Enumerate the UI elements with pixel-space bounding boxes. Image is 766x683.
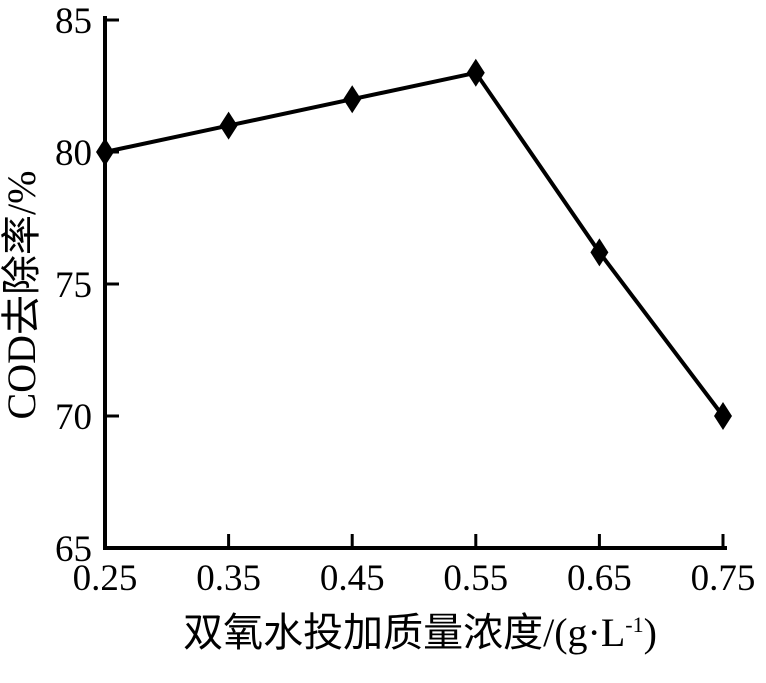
x-tick-label: 0.65	[567, 558, 632, 599]
x-tick-label: 0.55	[443, 558, 508, 599]
x-axis-title-close-paren: )	[643, 610, 657, 655]
x-tick-label: 0.35	[196, 558, 261, 599]
y-tick-label: 75	[55, 265, 92, 306]
x-tick-label: 0.45	[320, 558, 385, 599]
x-axis-title: 双氧水投加质量浓度/(g·L-1)	[183, 613, 657, 653]
data-line	[104, 70, 725, 418]
x-tick-label: 0.75	[691, 558, 756, 599]
data-point-marker	[590, 238, 609, 267]
x-axis-title-superscript: -1	[625, 612, 644, 637]
data-point-marker	[219, 111, 238, 140]
x-tick-label: 0.25	[73, 558, 138, 599]
x-axis-title-text: 双氧水投加质量浓度/(g·L	[183, 610, 626, 655]
y-tick-label: 65	[55, 529, 92, 570]
data-point-marker	[343, 85, 362, 114]
data-point-marker	[714, 402, 732, 430]
data-point-marker	[96, 138, 114, 166]
y-axis-title-text: COD去除率/%	[0, 170, 44, 420]
y-axis-title: COD去除率/%	[0, 170, 44, 420]
y-tick-label: 80	[55, 133, 92, 174]
y-tick-label: 70	[55, 397, 92, 438]
y-tick-label: 85	[55, 1, 92, 42]
data-point-marker	[466, 58, 485, 87]
